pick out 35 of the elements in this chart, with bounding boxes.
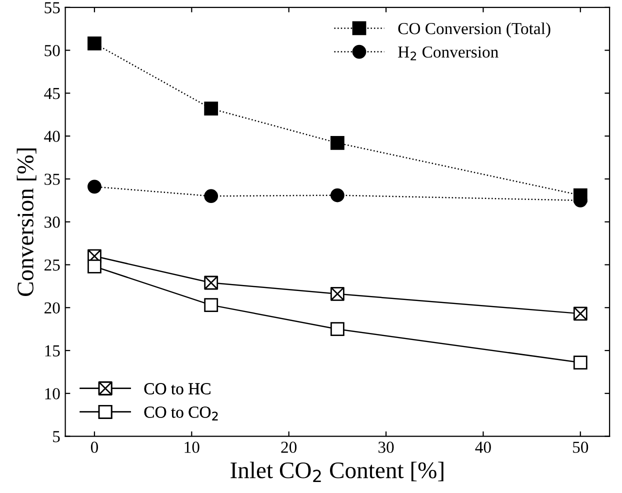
y-tick-label: 45 [44, 88, 60, 100]
point [573, 306, 588, 321]
point [330, 188, 344, 202]
y-axis-title: Conversion [%] [16, 148, 36, 296]
y-tick-label: 10 [45, 388, 60, 400]
x-axis-title: Inlet CO$_{2}$ Content [%] [230, 462, 444, 482]
y-tick-label: 5 [53, 431, 60, 442]
y-tick-label: 50 [44, 44, 60, 56]
point [330, 136, 344, 150]
legend-label: H$_{2}$ Conversion [398, 46, 498, 60]
y-tick-label: 20 [44, 302, 60, 314]
point [330, 322, 344, 336]
y-tick-label: 35 [44, 174, 60, 185]
y-tick-label: 15 [45, 345, 60, 356]
point [204, 102, 218, 116]
x-tick-label: 30 [378, 442, 394, 453]
point [88, 260, 102, 274]
y-tick-label: 30 [44, 216, 60, 228]
y-tick-label: 55 [44, 2, 60, 14]
y-tick-label: 40 [44, 130, 60, 142]
x-tick-label: 10 [184, 442, 200, 453]
legend-label: CO to HC [144, 383, 210, 394]
point [88, 180, 102, 194]
legend-label: CO Conversion (Total) [398, 22, 550, 38]
legend-label: CO to CO$_{2}$ [144, 406, 218, 420]
x-tick-label: 40 [475, 442, 491, 453]
x-tick-label: 50 [573, 442, 588, 453]
point [204, 189, 218, 204]
point [330, 286, 344, 301]
point [573, 356, 588, 370]
x-tick-label: 20 [281, 442, 297, 453]
point [88, 36, 102, 50]
point [204, 298, 218, 312]
x-tick-label: 0 [90, 442, 98, 453]
y-tick-label: 25 [44, 259, 60, 271]
